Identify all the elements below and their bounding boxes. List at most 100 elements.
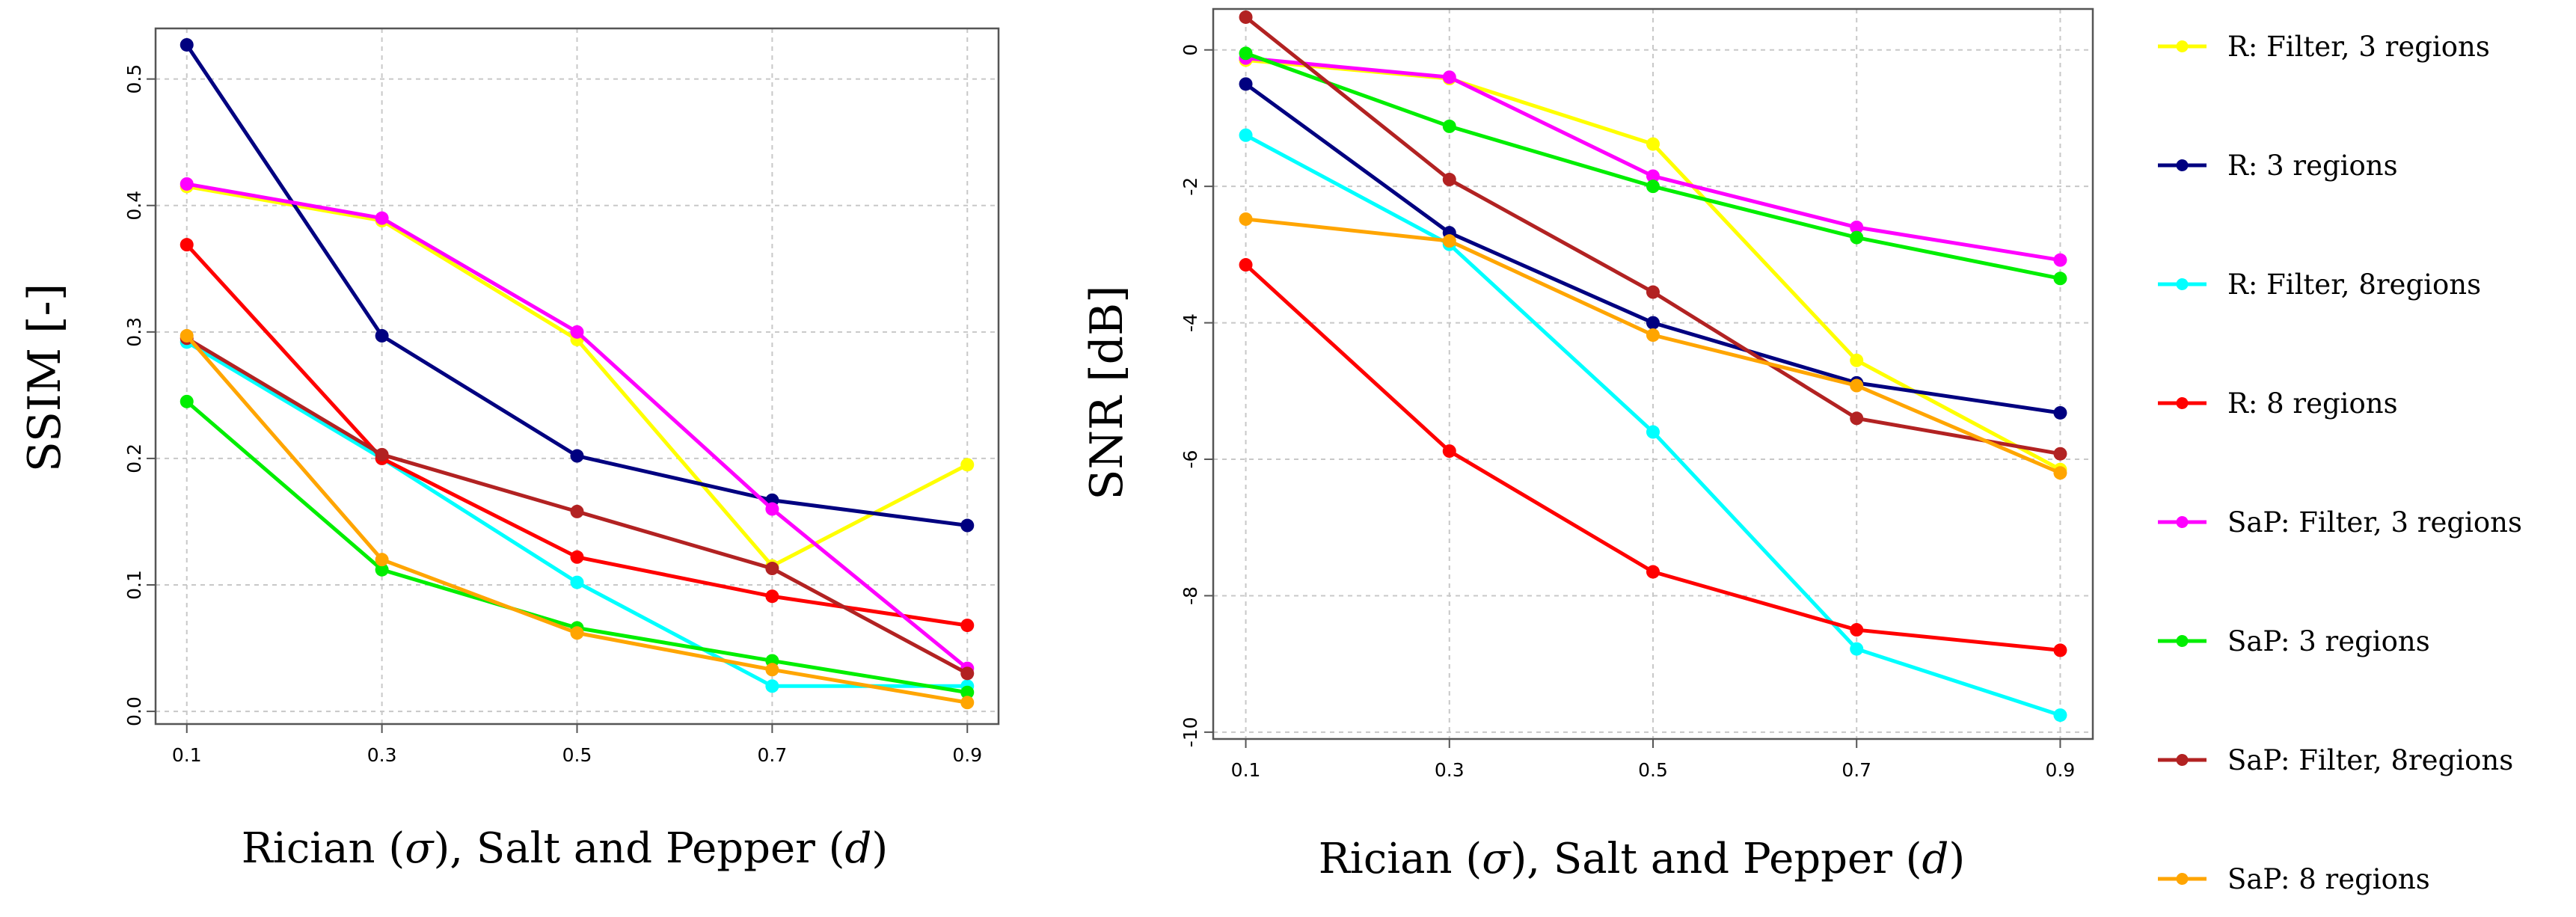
ssim-data-point-sap-8-regions <box>570 626 584 640</box>
snr-data-point-r-8-regions <box>1646 565 1660 579</box>
ssim-data-point-sap-filter-3-regions <box>180 177 194 191</box>
legend-item-sap-3-regions: SaP: 3 regions <box>2158 625 2430 657</box>
snr-x-tick-label: 0.5 <box>1638 759 1668 781</box>
legend-swatch-marker <box>2176 635 2189 647</box>
ssim-data-point-sap-filter-8regions <box>570 504 584 518</box>
ssim-data-point-sap-filter-3-regions <box>570 325 584 339</box>
snr-data-point-sap-3-regions <box>1239 46 1253 61</box>
ssim-data-point-r-8-regions <box>570 550 584 564</box>
legend-label: R: 3 regions <box>2227 150 2398 182</box>
snr-data-point-sap-filter-3-regions <box>1850 220 1864 234</box>
ssim-data-point-r-3-regions <box>960 518 975 533</box>
snr-x-tick-label: 0.9 <box>2046 759 2076 781</box>
ssim-x-tick-label: 0.3 <box>367 744 397 766</box>
snr-data-point-sap-8-regions <box>1442 234 1456 248</box>
snr-data-point-sap-3-regions <box>1442 119 1456 133</box>
ssim-data-point-r-8-regions <box>180 238 194 252</box>
snr-data-point-sap-filter-3-regions <box>1442 70 1456 85</box>
ssim-x-tick-label: 0.1 <box>172 744 202 766</box>
ssim-chart: 0.0 0.1 0.2 0.3 0.4 0.5 0.1 0.3 0.5 0.7 0.9 SSIM [… <box>19 27 1000 873</box>
snr-data-point-sap-8-regions <box>2053 466 2067 480</box>
snr-data-point-sap-filter-8regions <box>1239 10 1253 24</box>
ssim-data-point-r-3-regions <box>375 328 389 343</box>
ssim-data-point-r-8-regions <box>960 619 975 633</box>
snr-data-point-r-8-regions <box>1850 623 1864 637</box>
ssim-y-tick-label: 0.3 <box>123 317 145 347</box>
snr-data-point-sap-3-regions <box>1646 180 1660 194</box>
snr-data-point-r-3-regions <box>1646 316 1660 330</box>
snr-x-tick-label: 0.1 <box>1231 759 1261 781</box>
ssim-y-tick-label: 0.1 <box>123 570 145 600</box>
ssim-data-point-sap-3-regions <box>375 562 389 577</box>
snr-data-point-r-filter-8regions <box>2053 708 2067 723</box>
legend-item-r-8-regions: R: 8 regions <box>2158 387 2398 420</box>
ssim-data-point-sap-8-regions <box>765 663 779 677</box>
legend-label: R: Filter, 3 regions <box>2227 31 2490 63</box>
snr-y-tick-label: -8 <box>1180 586 1201 605</box>
legend: R: Filter, 3 regions R: 3 regions R: Filte… <box>2158 31 2522 895</box>
snr-data-point-sap-filter-8regions <box>2053 447 2067 461</box>
legend-item-sap-filter-3-regions: SaP: Filter, 3 regions <box>2158 506 2522 539</box>
snr-y-tick-label: -4 <box>1180 313 1201 332</box>
legend-swatch-marker <box>2176 516 2189 528</box>
ssim-x-tick-label: 0.7 <box>757 744 787 766</box>
snr-data-point-r-3-regions <box>2053 405 2067 420</box>
ssim-data-point-r-filter-8regions <box>765 679 779 693</box>
ssim-y-tick-label: 0.2 <box>123 444 145 473</box>
legend-label: SaP: 3 regions <box>2227 625 2430 657</box>
ssim-data-point-sap-3-regions <box>960 685 975 699</box>
legend-label: R: Filter, 8regions <box>2227 269 2481 301</box>
ssim-x-axis-label: Rician (σ), Salt and Pepper (d) <box>242 824 888 873</box>
ssim-data-point-r-3-regions <box>180 37 194 52</box>
snr-data-point-sap-8-regions <box>1646 328 1660 343</box>
legend-swatch-marker <box>2176 278 2189 290</box>
snr-data-point-r-3-regions <box>1239 77 1253 91</box>
legend-label: SaP: 8 regions <box>2227 863 2430 895</box>
ssim-data-point-r-filter-8regions <box>570 575 584 589</box>
ssim-data-point-sap-8-regions <box>375 553 389 567</box>
legend-swatch-marker <box>2176 397 2189 409</box>
legend-item-sap-filter-8regions: SaP: Filter, 8regions <box>2158 744 2513 776</box>
snr-data-point-r-8-regions <box>1239 258 1253 272</box>
snr-data-point-sap-8-regions <box>1850 378 1864 393</box>
ssim-data-point-sap-8-regions <box>960 696 975 710</box>
legend-item-r-filter-8regions: R: Filter, 8regions <box>2158 269 2481 301</box>
snr-y-axis-label: SNR [dB] <box>1081 285 1133 500</box>
snr-y-tick-label: -2 <box>1180 177 1201 196</box>
snr-data-point-sap-filter-8regions <box>1646 285 1660 299</box>
ssim-data-point-sap-filter-8regions <box>960 666 975 681</box>
legend-swatch-marker <box>2176 159 2189 171</box>
ssim-x-tick-label: 0.5 <box>562 744 592 766</box>
ssim-data-point-sap-filter-8regions <box>375 447 389 461</box>
snr-x-tick-label: 0.7 <box>1841 759 1871 781</box>
snr-data-point-sap-3-regions <box>2053 272 2067 286</box>
snr-y-tick-label: 0 <box>1180 44 1201 56</box>
snr-x-tick-label: 0.3 <box>1435 759 1465 781</box>
legend-swatch-marker <box>2176 40 2189 52</box>
legend-label: R: 8 regions <box>2227 387 2398 420</box>
snr-data-point-r-filter-8regions <box>1239 128 1253 142</box>
legend-swatch-marker <box>2176 873 2189 885</box>
snr-data-point-r-filter-8regions <box>1850 642 1864 656</box>
ssim-data-point-sap-filter-8regions <box>765 562 779 576</box>
ssim-data-point-r-3-regions <box>570 449 584 463</box>
snr-data-point-sap-filter-3-regions <box>1646 169 1660 183</box>
snr-data-point-r-filter-3-regions <box>1646 137 1660 151</box>
snr-data-point-r-filter-3-regions <box>1850 353 1864 367</box>
ssim-y-tick-label: 0.4 <box>123 191 145 221</box>
legend-swatch-marker <box>2176 754 2189 766</box>
ssim-data-point-sap-filter-3-regions <box>765 502 779 516</box>
snr-chart: -10 -8 -6 -4 -2 0 0.1 0.3 0.5 0.7 0.9 SNR [dB] Ric… <box>1081 7 2094 883</box>
ssim-y-tick-label: 0.0 <box>123 696 145 726</box>
snr-data-point-r-8-regions <box>1442 444 1456 458</box>
legend-item-r-filter-3-regions: R: Filter, 3 regions <box>2158 31 2490 63</box>
ssim-y-axis-label: SSIM [-] <box>19 283 71 472</box>
legend-label: SaP: Filter, 8regions <box>2227 744 2513 776</box>
legend-item-sap-8-regions: SaP: 8 regions <box>2158 863 2430 895</box>
ssim-y-tick-label: 0.5 <box>123 64 145 94</box>
ssim-data-point-sap-8-regions <box>180 328 194 343</box>
ssim-data-point-sap-3-regions <box>180 394 194 408</box>
snr-data-point-sap-8-regions <box>1239 212 1253 226</box>
snr-series-line-sap-filter-3-regions <box>1245 56 2061 263</box>
